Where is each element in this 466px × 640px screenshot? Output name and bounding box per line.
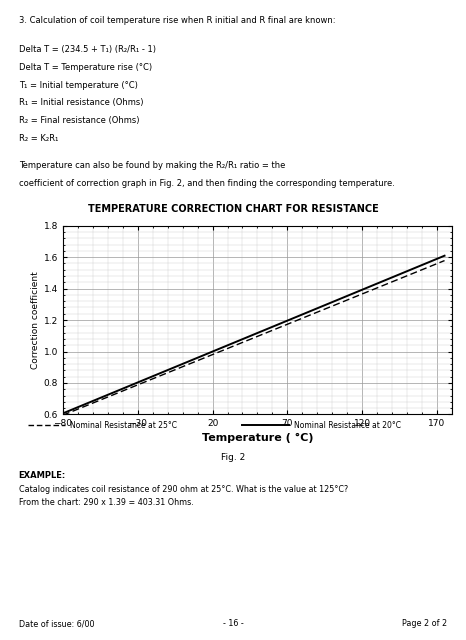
Text: TEMPERATURE CORRECTION CHART FOR RESISTANCE: TEMPERATURE CORRECTION CHART FOR RESISTA…: [88, 204, 378, 214]
X-axis label: Temperature ( °C): Temperature ( °C): [202, 433, 313, 443]
Text: Date of issue: 6/00: Date of issue: 6/00: [19, 620, 94, 628]
Text: R₂ = K₂R₁: R₂ = K₂R₁: [19, 134, 58, 143]
Text: 3. Calculation of coil temperature rise when R initial and R final are known:: 3. Calculation of coil temperature rise …: [19, 16, 335, 25]
Text: Fig. 2: Fig. 2: [221, 453, 245, 462]
Y-axis label: Correction coefficient: Correction coefficient: [30, 271, 40, 369]
Text: Page 2 of 2: Page 2 of 2: [402, 620, 447, 628]
Text: Nominal Resistance at 25°C: Nominal Resistance at 25°C: [70, 421, 177, 430]
Text: T₁ = Initial temperature (°C): T₁ = Initial temperature (°C): [19, 81, 137, 90]
Text: Temperature can also be found by making the R₂/R₁ ratio = the: Temperature can also be found by making …: [19, 161, 285, 170]
Text: EXAMPLE:: EXAMPLE:: [19, 471, 66, 480]
Text: coefficient of correction graph in Fig. 2, and then finding the corresponding te: coefficient of correction graph in Fig. …: [19, 179, 395, 188]
Text: R₁ = Initial resistance (Ohms): R₁ = Initial resistance (Ohms): [19, 99, 143, 108]
Text: - 16 -: - 16 -: [223, 620, 243, 628]
Text: Nominal Resistance at 20°C: Nominal Resistance at 20°C: [294, 421, 401, 430]
Text: R₂ = Final resistance (Ohms): R₂ = Final resistance (Ohms): [19, 116, 139, 125]
Text: Delta T = Temperature rise (°C): Delta T = Temperature rise (°C): [19, 63, 152, 72]
Text: From the chart: 290 x 1.39 = 403.31 Ohms.: From the chart: 290 x 1.39 = 403.31 Ohms…: [19, 498, 193, 507]
Text: Catalog indicates coil resistance of 290 ohm at 25°C. What is the value at 125°C: Catalog indicates coil resistance of 290…: [19, 485, 348, 494]
Text: Delta T = (234.5 + T₁) (R₂/R₁ - 1): Delta T = (234.5 + T₁) (R₂/R₁ - 1): [19, 45, 156, 54]
